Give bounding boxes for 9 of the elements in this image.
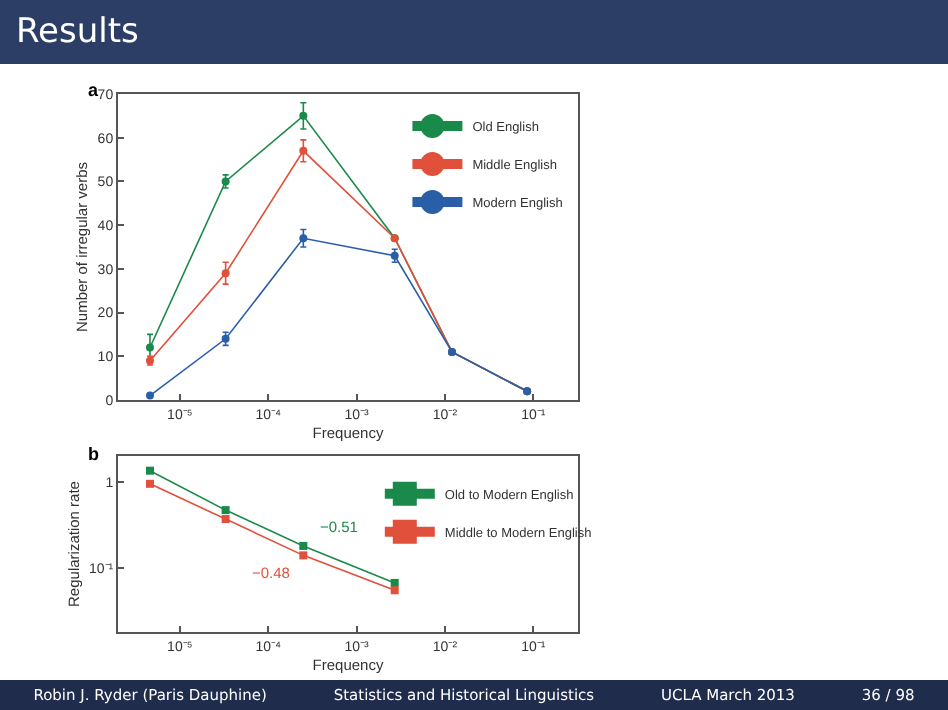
chart-title: Results: [0, 0, 948, 64]
text: b: [88, 444, 99, 464]
point: [299, 146, 308, 155]
text: a: [88, 80, 99, 100]
point: [145, 391, 154, 400]
point: [299, 234, 308, 243]
point: [299, 111, 308, 120]
point: [145, 343, 154, 352]
point: [221, 269, 230, 278]
